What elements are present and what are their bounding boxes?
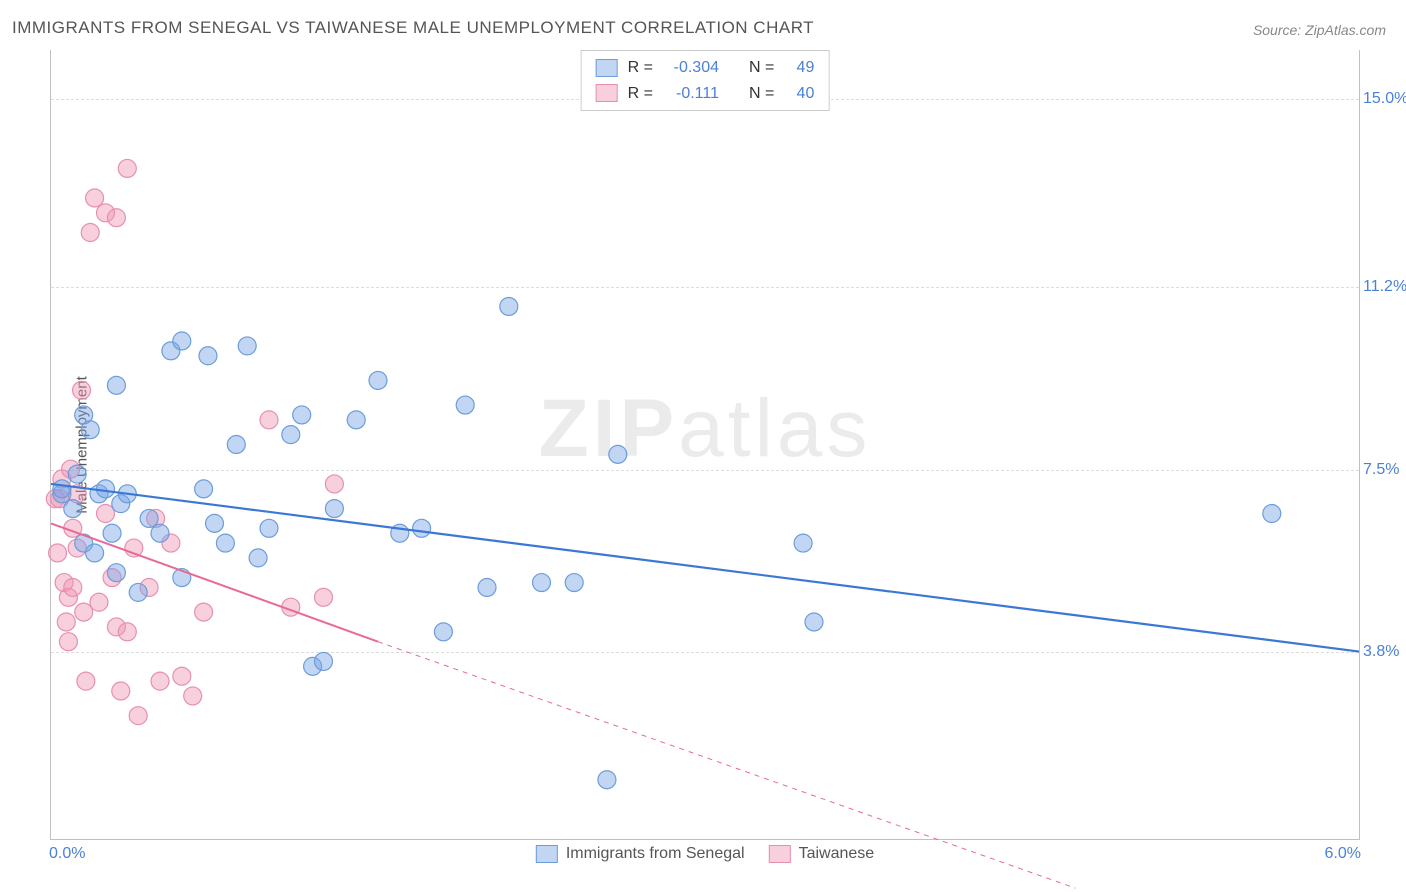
legend-r-value-0: -0.304 [663,55,719,81]
scatter-point [199,347,217,365]
scatter-point [68,465,86,483]
scatter-point [129,707,147,725]
scatter-point [260,411,278,429]
legend-r-value-1: -0.111 [663,81,719,107]
series-name-1: Taiwanese [799,845,875,863]
scatter-point [533,574,551,592]
scatter-point [206,514,224,532]
legend-row-series-1: R = -0.111 N = 40 [596,81,815,107]
scatter-point [195,480,213,498]
scatter-point [325,475,343,493]
scatter-point [369,371,387,389]
legend-n-value-1: 40 [784,81,814,107]
legend-r-label-1: R = [628,81,653,107]
scatter-point [49,544,67,562]
y-axis-tick: 7.5% [1363,461,1406,479]
x-axis-tick-max: 6.0% [1325,845,1361,863]
scatter-point [57,613,75,631]
scatter-point [97,505,115,523]
series-swatch-0 [536,845,558,863]
x-axis-tick-min: 0.0% [49,845,85,863]
y-axis-tick: 3.8% [1363,643,1406,661]
scatter-point [64,500,82,518]
scatter-point [216,534,234,552]
legend-swatch-0 [596,59,618,77]
scatter-point [118,159,136,177]
scatter-point [151,524,169,542]
series-legend-item-1: Taiwanese [769,845,875,863]
scatter-point [609,445,627,463]
scatter-point [293,406,311,424]
legend-r-label-0: R = [628,55,653,81]
series-swatch-1 [769,845,791,863]
scatter-point [456,396,474,414]
scatter-point [249,549,267,567]
scatter-point [238,337,256,355]
series-legend-item-0: Immigrants from Senegal [536,845,745,863]
scatter-point [151,672,169,690]
scatter-point [173,332,191,350]
scatter-point [64,578,82,596]
legend-swatch-1 [596,84,618,102]
series-legend: Immigrants from Senegal Taiwanese [536,845,874,863]
scatter-point [73,381,91,399]
scatter-point [478,578,496,596]
scatter-point [53,480,71,498]
scatter-point [129,583,147,601]
trend-line [51,523,378,641]
legend-row-series-0: R = -0.304 N = 49 [596,55,815,81]
scatter-point [794,534,812,552]
scatter-point [107,209,125,227]
scatter-point [86,544,104,562]
scatter-point [413,519,431,537]
scatter-point [75,603,93,621]
scatter-point [59,633,77,651]
scatter-point [184,687,202,705]
scatter-point [81,224,99,242]
plot-area: Male Unemployment 0.0% 6.0% ZIPatlas R =… [50,50,1360,840]
scatter-point [315,652,333,670]
scatter-point [90,593,108,611]
scatter-point [112,682,130,700]
scatter-point [805,613,823,631]
scatter-point [107,376,125,394]
scatter-point [500,297,518,315]
scatter-point [86,189,104,207]
trend-line [51,484,1359,652]
scatter-point [315,588,333,606]
scatter-point [173,667,191,685]
scatter-point [1263,505,1281,523]
scatter-point [565,574,583,592]
scatter-point [325,500,343,518]
scatter-point [77,672,95,690]
scatter-point [107,564,125,582]
scatter-point [97,480,115,498]
source-citation: Source: ZipAtlas.com [1253,22,1386,38]
scatter-point [81,421,99,439]
scatter-point [103,524,121,542]
scatter-point [195,603,213,621]
y-axis-tick: 11.2% [1363,278,1406,296]
legend-n-label-0: N = [749,55,774,81]
scatter-point [227,436,245,454]
series-name-0: Immigrants from Senegal [566,845,745,863]
scatter-point [347,411,365,429]
chart-title: IMMIGRANTS FROM SENEGAL VS TAIWANESE MAL… [12,18,814,38]
scatter-point [140,509,158,527]
legend-n-label-1: N = [749,81,774,107]
scatter-point [282,426,300,444]
scatter-point [118,623,136,641]
scatter-point [598,771,616,789]
scatter-point [260,519,278,537]
y-axis-tick: 15.0% [1363,90,1406,108]
legend-n-value-0: 49 [784,55,814,81]
correlation-legend: R = -0.304 N = 49 R = -0.111 N = 40 [581,50,830,111]
scatter-point [434,623,452,641]
chart-svg [51,50,1359,839]
